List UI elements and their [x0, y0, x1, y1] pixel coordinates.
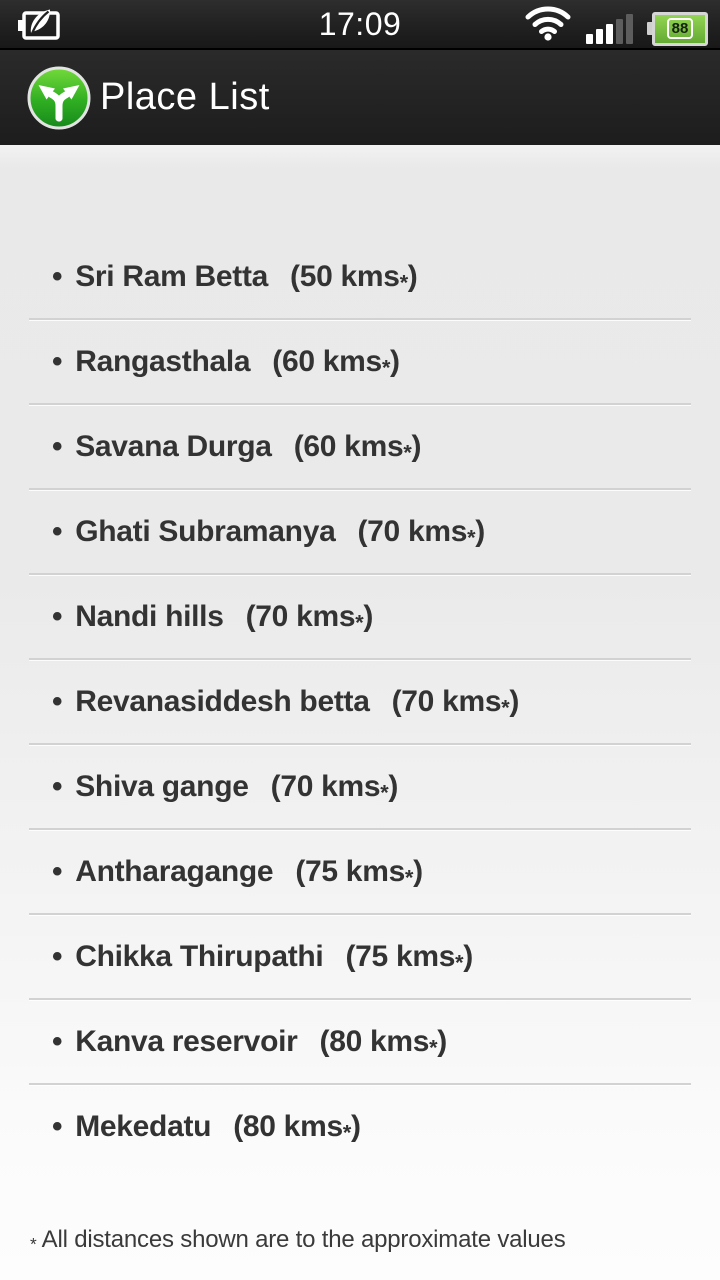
list-divider: [29, 828, 691, 830]
list-divider: [29, 403, 691, 405]
place-distance: (60 kms*): [272, 344, 400, 379]
place-name: Chikka Thirupathi: [75, 939, 324, 973]
place-name: Rangasthala: [75, 344, 251, 378]
bullet-icon: •: [52, 514, 63, 548]
place-distance: (70 kms*): [357, 514, 485, 549]
bullet-icon: •: [52, 684, 63, 718]
place-list-item[interactable]: • Antharagange (75 kms*): [0, 830, 720, 913]
place-name: Nandi hills: [75, 599, 224, 633]
place-list-item[interactable]: • Sri Ram Betta (50 kms*): [0, 235, 720, 318]
place-distance: (70 kms*): [391, 684, 520, 719]
list-divider: [29, 1083, 691, 1085]
place-distance: (75 kms*): [295, 854, 423, 889]
battery-icon: 88: [647, 11, 708, 46]
bullet-icon: •: [52, 769, 63, 803]
bullet-icon: •: [52, 1024, 63, 1058]
list-divider: [29, 318, 691, 320]
app-header: Place List: [0, 50, 720, 145]
bullet-icon: •: [52, 939, 63, 973]
place-list-item[interactable]: • Rangasthala (60 kms*): [0, 320, 720, 403]
bullet-icon: •: [52, 599, 63, 633]
place-distance: (70 kms*): [270, 769, 399, 804]
list-divider: [29, 658, 691, 660]
place-name: Kanva reservoir: [75, 1024, 298, 1058]
status-right-icons: 88: [524, 3, 720, 46]
place-name: Ghati Subramanya: [75, 514, 336, 548]
place-list-item[interactable]: • Savana Durga (60 kms*): [0, 405, 720, 488]
list-divider: [29, 913, 691, 915]
place-name: Sri Ram Betta: [75, 259, 269, 293]
wifi-icon: [524, 3, 572, 46]
content-area: • Sri Ram Betta (50 kms*) • Rangasthala …: [0, 145, 720, 1280]
place-distance: (75 kms*): [345, 939, 473, 974]
place-list-item[interactable]: • Nandi hills (70 kms*): [0, 575, 720, 658]
place-distance: (60 kms*): [293, 429, 422, 464]
page-title: Place List: [100, 76, 270, 118]
place-list-item[interactable]: • Revanasiddesh betta (70 kms*): [0, 660, 720, 743]
place-name: Shiva gange: [75, 769, 249, 803]
distance-disclaimer: * All distances shown are to the approxi…: [30, 1226, 566, 1254]
bullet-icon: •: [52, 1109, 63, 1143]
place-name: Savana Durga: [75, 429, 272, 463]
place-name: Revanasiddesh betta: [75, 684, 370, 718]
place-list-item[interactable]: • Mekedatu (80 kms*): [0, 1085, 720, 1168]
place-name: Antharagange: [75, 854, 274, 888]
list-divider: [29, 488, 691, 490]
list-divider: [29, 573, 691, 575]
place-list-item[interactable]: • Shiva gange (70 kms*): [0, 745, 720, 828]
place-list: • Sri Ram Betta (50 kms*) • Rangasthala …: [0, 145, 720, 1168]
place-distance: (70 kms*): [245, 599, 374, 634]
power-saver-icon: [16, 3, 62, 45]
battery-body: 88: [652, 11, 708, 46]
place-distance: (50 kms*): [290, 259, 418, 294]
list-divider: [29, 743, 691, 745]
signal-strength-icon: [586, 12, 633, 46]
place-list-item[interactable]: • Ghati Subramanya (70 kms*): [0, 490, 720, 573]
bullet-icon: •: [52, 854, 63, 888]
battery-nub: [647, 22, 652, 35]
bullet-icon: •: [52, 429, 63, 463]
list-divider: [29, 998, 691, 1000]
battery-percent: 88: [666, 18, 694, 39]
place-distance: (80 kms*): [319, 1024, 448, 1059]
place-distance: (80 kms*): [233, 1109, 361, 1144]
status-clock: 17:09: [318, 6, 402, 42]
place-name: Mekedatu: [75, 1109, 212, 1143]
place-list-item[interactable]: • Kanva reservoir (80 kms*): [0, 1000, 720, 1083]
status-bar: 17:09 88: [0, 0, 720, 50]
fork-arrows-app-icon: [26, 65, 92, 131]
place-list-item[interactable]: • Chikka Thirupathi (75 kms*): [0, 915, 720, 998]
bullet-icon: •: [52, 259, 63, 293]
bullet-icon: •: [52, 344, 63, 378]
